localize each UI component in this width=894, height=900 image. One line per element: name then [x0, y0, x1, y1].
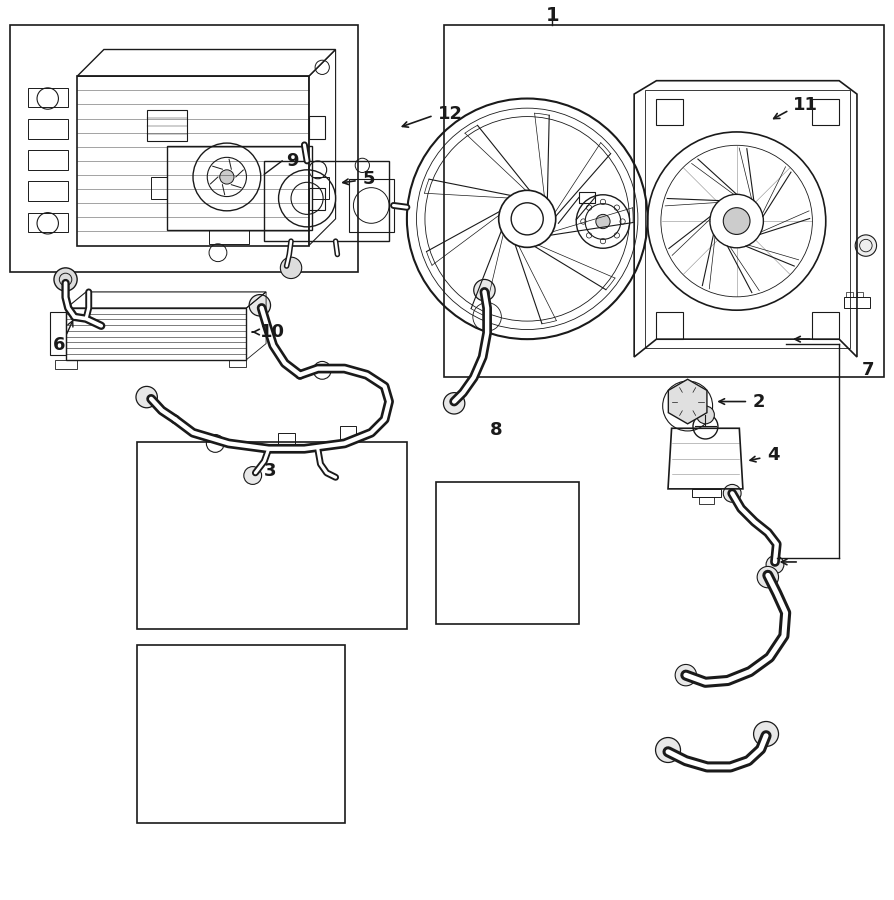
Circle shape: [595, 214, 610, 229]
Bar: [167, 146, 311, 230]
Circle shape: [766, 555, 784, 573]
Bar: [844, 297, 871, 308]
Text: 10: 10: [260, 323, 285, 341]
Circle shape: [443, 392, 465, 414]
Bar: [28, 88, 68, 107]
Bar: [265, 161, 389, 241]
Text: 3: 3: [265, 462, 277, 480]
Circle shape: [723, 208, 750, 234]
Text: 8: 8: [490, 421, 502, 439]
Bar: [813, 312, 839, 339]
Bar: [308, 187, 325, 210]
Text: 2: 2: [753, 392, 765, 410]
Bar: [151, 177, 167, 199]
Text: 7: 7: [862, 361, 874, 379]
Bar: [436, 482, 579, 625]
Circle shape: [723, 484, 741, 502]
Bar: [857, 292, 864, 297]
Bar: [66, 308, 247, 360]
Circle shape: [757, 566, 779, 588]
Bar: [55, 360, 77, 369]
Bar: [28, 150, 68, 170]
Text: 5: 5: [362, 170, 375, 188]
Bar: [311, 177, 329, 199]
Bar: [137, 442, 407, 629]
Bar: [813, 98, 839, 125]
Text: 9: 9: [287, 152, 299, 170]
Text: 12: 12: [438, 104, 463, 122]
Bar: [50, 312, 66, 356]
Bar: [11, 24, 358, 273]
Bar: [349, 179, 393, 232]
Circle shape: [249, 294, 271, 316]
Bar: [28, 182, 68, 201]
Bar: [692, 489, 721, 497]
Bar: [645, 90, 850, 348]
Circle shape: [754, 722, 779, 746]
Bar: [656, 98, 683, 125]
Bar: [28, 212, 68, 232]
Circle shape: [474, 279, 495, 301]
Circle shape: [856, 235, 877, 256]
Text: 4: 4: [767, 446, 780, 464]
Bar: [209, 230, 249, 244]
Circle shape: [220, 170, 234, 184]
Bar: [278, 433, 296, 449]
Circle shape: [696, 406, 714, 424]
Circle shape: [136, 386, 157, 408]
Bar: [137, 644, 344, 824]
Bar: [340, 426, 356, 442]
Circle shape: [675, 664, 696, 686]
Bar: [229, 360, 247, 367]
Bar: [28, 119, 68, 139]
Text: 1: 1: [545, 6, 559, 25]
Bar: [579, 192, 595, 202]
Text: 6: 6: [53, 337, 65, 355]
Bar: [308, 116, 325, 139]
Bar: [77, 76, 308, 246]
Polygon shape: [669, 379, 707, 424]
Bar: [699, 497, 714, 504]
Bar: [444, 24, 883, 377]
Circle shape: [281, 257, 302, 278]
Text: 11: 11: [793, 95, 818, 113]
Bar: [656, 312, 683, 339]
Circle shape: [54, 268, 77, 291]
Circle shape: [655, 737, 680, 762]
Bar: [147, 110, 187, 141]
Circle shape: [244, 466, 262, 484]
Bar: [847, 292, 853, 297]
